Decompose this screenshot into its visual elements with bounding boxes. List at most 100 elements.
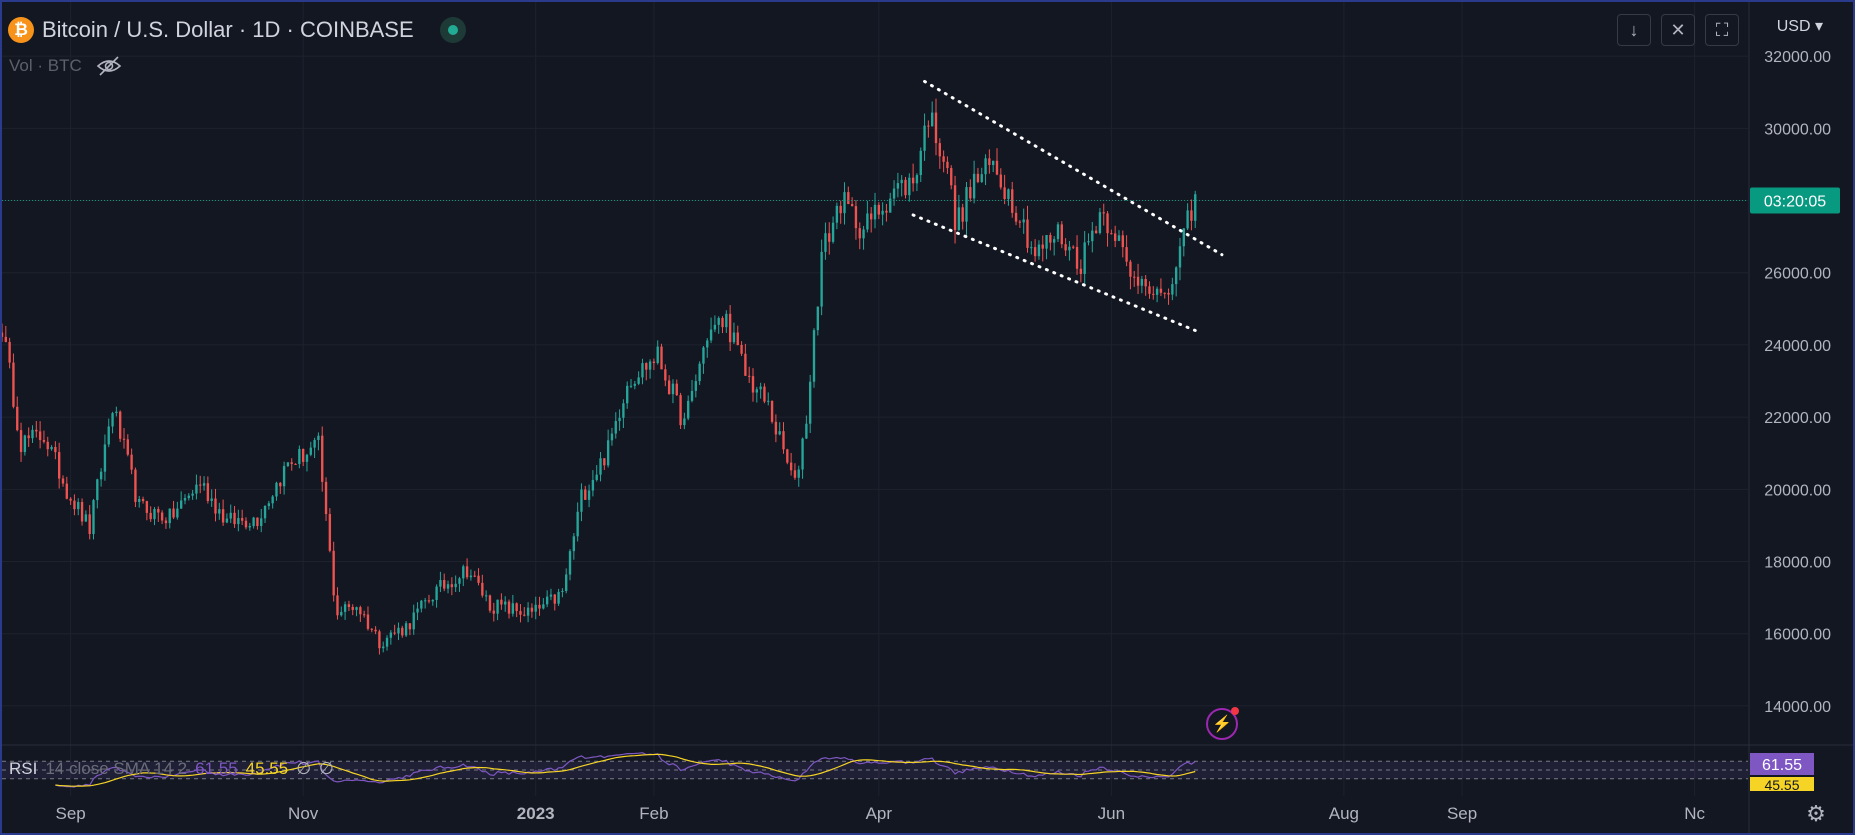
symbol-header[interactable]: ₿ Bitcoin / U.S. Dollar · 1D · COINBASE (8, 14, 466, 46)
candle-body (694, 381, 698, 391)
candle-body (1083, 242, 1086, 274)
candle-body (523, 614, 526, 616)
currency-dropdown[interactable]: USD ▾ (1776, 18, 1823, 35)
candle-body (385, 637, 389, 647)
y-tick-label: 18000.00 (1764, 555, 1831, 572)
candle-body (221, 509, 225, 523)
candle-body (1033, 247, 1037, 257)
candle-body (38, 431, 42, 440)
rsi-value-badge (1750, 753, 1814, 775)
candle-body (557, 591, 560, 604)
alert-flash-icon[interactable]: ⚡ (1206, 707, 1239, 740)
candle-body (172, 508, 175, 518)
candle-body (1182, 228, 1185, 247)
candle-body (1056, 224, 1060, 240)
download-icon[interactable]: ↓ (1617, 14, 1651, 46)
candle-body (667, 380, 671, 395)
candle-body (866, 213, 869, 230)
candle-body (862, 229, 865, 239)
candle-body (709, 329, 713, 341)
candle-body (751, 376, 755, 393)
candle-body (8, 341, 11, 363)
candle-body (812, 330, 816, 382)
candle-body (816, 306, 819, 331)
candle-body (435, 586, 438, 600)
candle-body (202, 483, 206, 486)
y-tick-label: 24000.00 (1764, 338, 1831, 355)
market-status-icon[interactable] (439, 17, 466, 43)
candle-body (648, 361, 652, 370)
candle-body (542, 604, 545, 609)
candle-body (850, 204, 854, 207)
candle-body (397, 627, 400, 634)
candle-body (294, 463, 297, 465)
candle-body (1022, 219, 1025, 223)
candle-body (214, 498, 217, 514)
candle-body (675, 383, 678, 396)
candle-body (1110, 233, 1113, 235)
collapse-icon[interactable]: ✕ (1661, 14, 1695, 46)
candle-body (179, 500, 183, 509)
candle-body (942, 156, 945, 162)
candle-body (553, 594, 556, 604)
candle-body (54, 447, 57, 453)
candle-body (244, 520, 248, 528)
rsi-value-axis-label: 61.55 (1762, 757, 1802, 774)
candle-body (889, 198, 892, 213)
candle-body (134, 469, 137, 502)
candle-body (728, 313, 732, 343)
candle-body (404, 623, 408, 636)
x-tick-label: Nov (288, 804, 319, 823)
candle-body (153, 508, 156, 520)
candle-body (606, 440, 610, 466)
settings-gear-icon[interactable]: ⚙ (1806, 801, 1826, 826)
candle-body (923, 125, 926, 151)
rsi-extra-2: ∅ (319, 759, 334, 778)
symbol-title[interactable]: Bitcoin / U.S. Dollar · 1D · COINBASE (42, 17, 414, 42)
candle-body (416, 608, 419, 613)
candle-body (260, 518, 263, 527)
candle-body (1106, 213, 1109, 234)
candle-body (1075, 246, 1079, 269)
trendline[interactable] (911, 213, 1197, 332)
candle-body (881, 210, 884, 215)
volume-legend[interactable]: Vol · BTC (9, 55, 122, 77)
candle-body (145, 501, 149, 513)
candle-body (755, 389, 759, 393)
rsi-legend[interactable]: RSI 14 close SMA 14 2 61.55 45.55 ∅ ∅ (9, 759, 334, 779)
candle-body (519, 611, 522, 615)
candle-body (1174, 267, 1178, 285)
candle-body (130, 454, 133, 470)
candle-body (549, 594, 553, 597)
candle-body (1060, 224, 1063, 245)
hidden-eye-icon[interactable] (96, 55, 122, 77)
candle-body (58, 452, 61, 479)
rsi-line (55, 752, 1196, 788)
candle-body (641, 363, 644, 378)
candle-body (690, 390, 694, 401)
candle-body (610, 433, 614, 441)
candle-body (870, 213, 873, 220)
candle-body (1014, 212, 1018, 222)
candle-body (896, 183, 900, 189)
candle-body (420, 600, 423, 609)
candle-body (534, 604, 537, 612)
candle-body (908, 177, 911, 196)
y-tick-label: 30000.00 (1764, 121, 1831, 138)
rsi-extra-1: ∅ (296, 759, 312, 778)
trendline[interactable] (923, 79, 1224, 257)
volume-label: Vol · BTC (9, 56, 82, 75)
candle-body (828, 233, 831, 242)
fullscreen-icon[interactable]: ⛶ (1705, 14, 1739, 46)
candle-body (301, 448, 305, 462)
candle-body (748, 375, 751, 377)
candle-body (271, 496, 274, 504)
candle-body (225, 518, 229, 523)
candle-body (911, 177, 915, 184)
candle-body (321, 435, 324, 482)
candle-body (927, 125, 930, 127)
candle-body (843, 192, 846, 214)
candle-body (229, 512, 232, 519)
